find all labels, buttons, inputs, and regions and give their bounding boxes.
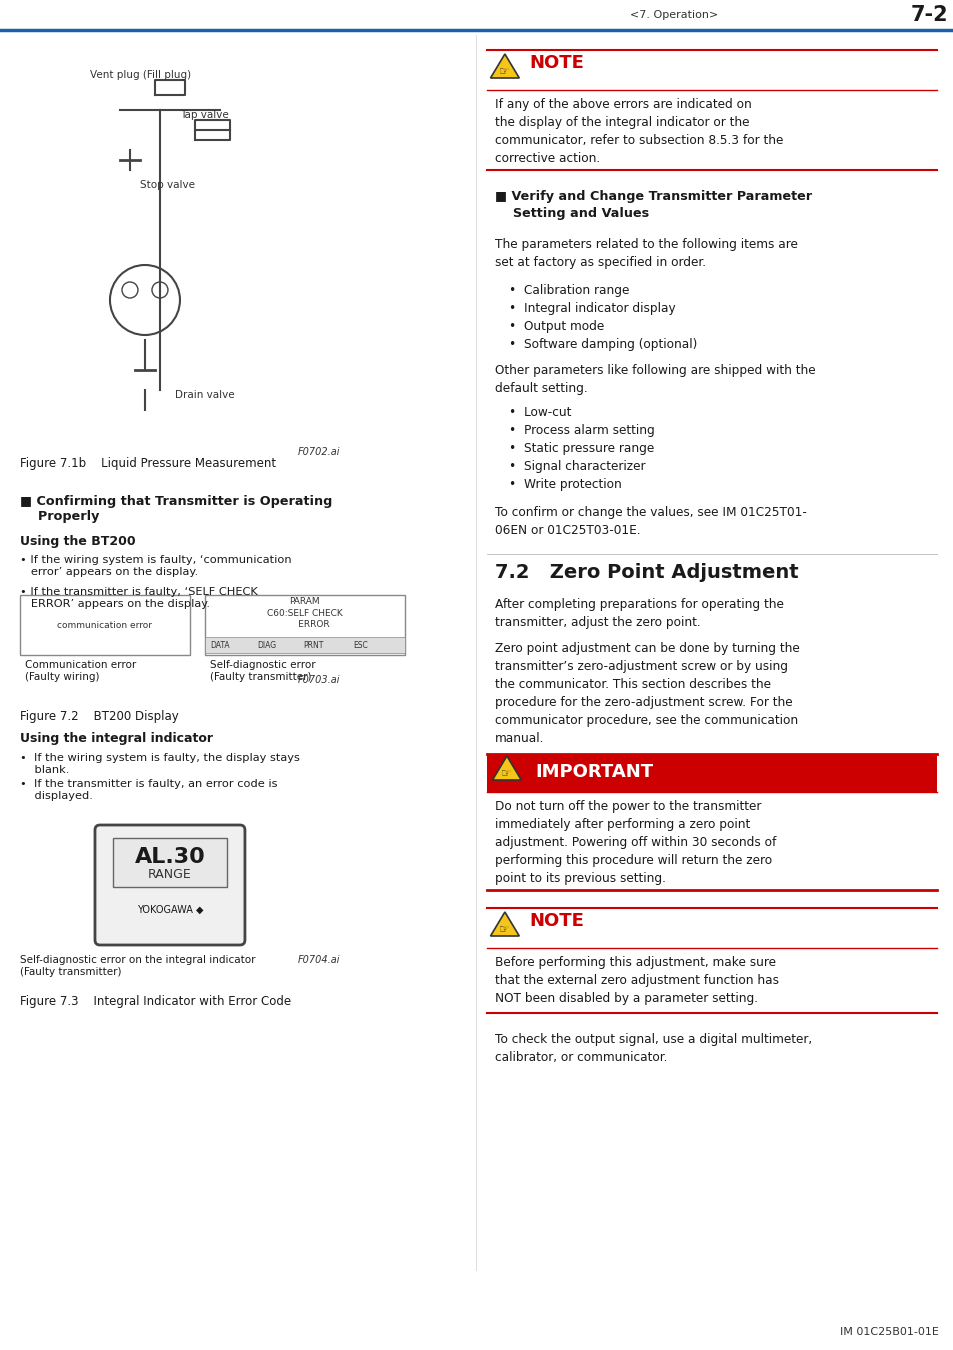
Polygon shape: [490, 54, 518, 78]
Polygon shape: [492, 756, 520, 780]
Text: •  Output mode: • Output mode: [508, 320, 603, 333]
Text: • If the transmitter is faulty, ‘SELF CHECK
   ERROR’ appears on the display.: • If the transmitter is faulty, ‘SELF CH…: [20, 587, 257, 609]
Text: Stop valve: Stop valve: [140, 180, 194, 190]
Text: ESC: ESC: [354, 640, 368, 649]
Text: If any of the above errors are indicated on
the display of the integral indicato: If any of the above errors are indicated…: [495, 99, 782, 165]
Text: ☞: ☞: [498, 923, 510, 937]
Text: <7. Operation>: <7. Operation>: [629, 9, 718, 20]
Text: •  If the wiring system is faulty, the display stays
    blank.: • If the wiring system is faulty, the di…: [20, 753, 299, 775]
Text: Other parameters like following are shipped with the
default setting.: Other parameters like following are ship…: [495, 364, 815, 396]
Text: •  Signal characterizer: • Signal characterizer: [508, 460, 645, 472]
Text: •  Write protection: • Write protection: [508, 478, 621, 491]
Text: NOTE: NOTE: [528, 913, 583, 930]
Text: DIAG: DIAG: [257, 640, 276, 649]
FancyBboxPatch shape: [95, 825, 245, 945]
Text: •  Low-cut: • Low-cut: [508, 406, 571, 418]
FancyBboxPatch shape: [112, 838, 227, 887]
Text: Using the BT200: Using the BT200: [20, 535, 135, 548]
FancyBboxPatch shape: [205, 595, 404, 655]
Text: The parameters related to the following items are
set at factory as specified in: The parameters related to the following …: [495, 238, 797, 269]
Text: AL.30: AL.30: [134, 846, 205, 867]
FancyBboxPatch shape: [486, 755, 936, 792]
Text: ☞: ☞: [498, 66, 510, 78]
Text: •  Integral indicator display: • Integral indicator display: [508, 302, 675, 315]
Text: PARAM
C60:SELF CHECK
      ERROR: PARAM C60:SELF CHECK ERROR: [267, 598, 342, 629]
Text: Figure 7.2    BT200 Display: Figure 7.2 BT200 Display: [20, 710, 178, 724]
Text: F0702.ai: F0702.ai: [297, 447, 339, 458]
Text: After completing preparations for operating the
transmitter, adjust the zero poi: After completing preparations for operat…: [495, 598, 783, 629]
Text: •  Static pressure range: • Static pressure range: [508, 441, 654, 455]
Text: RANGE: RANGE: [148, 868, 192, 882]
Text: •  Calibration range: • Calibration range: [508, 284, 629, 297]
FancyBboxPatch shape: [205, 637, 404, 653]
Text: F0703.ai: F0703.ai: [297, 675, 339, 684]
Text: Drain valve: Drain valve: [174, 390, 234, 400]
Text: To confirm or change the values, see IM 01C25T01-
06EN or 01C25T03-01E.: To confirm or change the values, see IM …: [495, 506, 806, 537]
FancyBboxPatch shape: [20, 595, 190, 655]
Text: Tap valve: Tap valve: [180, 109, 229, 120]
Text: •  Software damping (optional): • Software damping (optional): [508, 338, 697, 351]
Text: PRNT: PRNT: [303, 640, 324, 649]
Text: Before performing this adjustment, make sure
that the external zero adjustment f: Before performing this adjustment, make …: [495, 956, 778, 1004]
Text: Self-diagnostic error
(Faulty transmitter): Self-diagnostic error (Faulty transmitte…: [210, 660, 315, 682]
Text: YOKOGAWA ◆: YOKOGAWA ◆: [136, 904, 203, 915]
Text: Communication error
(Faulty wiring): Communication error (Faulty wiring): [25, 660, 136, 682]
Text: •  If the transmitter is faulty, an error code is
    displayed.: • If the transmitter is faulty, an error…: [20, 779, 277, 801]
Text: DATA: DATA: [210, 640, 230, 649]
Text: IM 01C25B01-01E: IM 01C25B01-01E: [839, 1327, 938, 1336]
Text: Figure 7.1b    Liquid Pressure Measurement: Figure 7.1b Liquid Pressure Measurement: [20, 458, 275, 470]
Text: F0704.ai: F0704.ai: [297, 954, 339, 965]
Text: Using the integral indicator: Using the integral indicator: [20, 732, 213, 745]
Text: • If the wiring system is faulty, ‘communication
   error’ appears on the displa: • If the wiring system is faulty, ‘commu…: [20, 555, 292, 576]
Text: Figure 7.3    Integral Indicator with Error Code: Figure 7.3 Integral Indicator with Error…: [20, 995, 291, 1008]
Text: NOTE: NOTE: [528, 54, 583, 72]
Text: ■ Verify and Change Transmitter Parameter
    Setting and Values: ■ Verify and Change Transmitter Paramete…: [495, 190, 811, 220]
Polygon shape: [490, 913, 518, 936]
Text: ☞: ☞: [501, 768, 512, 780]
Text: Do not turn off the power to the transmitter
immediately after performing a zero: Do not turn off the power to the transmi…: [495, 801, 776, 886]
Text: 7-2: 7-2: [910, 5, 947, 26]
Text: IMPORTANT: IMPORTANT: [535, 763, 652, 782]
Text: ■ Confirming that Transmitter is Operating
    Properly: ■ Confirming that Transmitter is Operati…: [20, 495, 332, 522]
Text: Zero point adjustment can be done by turning the
transmitter’s zero-adjustment s: Zero point adjustment can be done by tur…: [495, 643, 799, 745]
Text: To check the output signal, use a digital multimeter,
calibrator, or communicato: To check the output signal, use a digita…: [495, 1033, 811, 1064]
Text: Self-diagnostic error on the integral indicator
(Faulty transmitter): Self-diagnostic error on the integral in…: [20, 954, 255, 977]
Text: Vent plug (Fill plug): Vent plug (Fill plug): [90, 70, 191, 80]
Text: •  Process alarm setting: • Process alarm setting: [508, 424, 654, 437]
Text: communication error: communication error: [57, 621, 152, 629]
Text: 7.2   Zero Point Adjustment: 7.2 Zero Point Adjustment: [495, 563, 798, 582]
